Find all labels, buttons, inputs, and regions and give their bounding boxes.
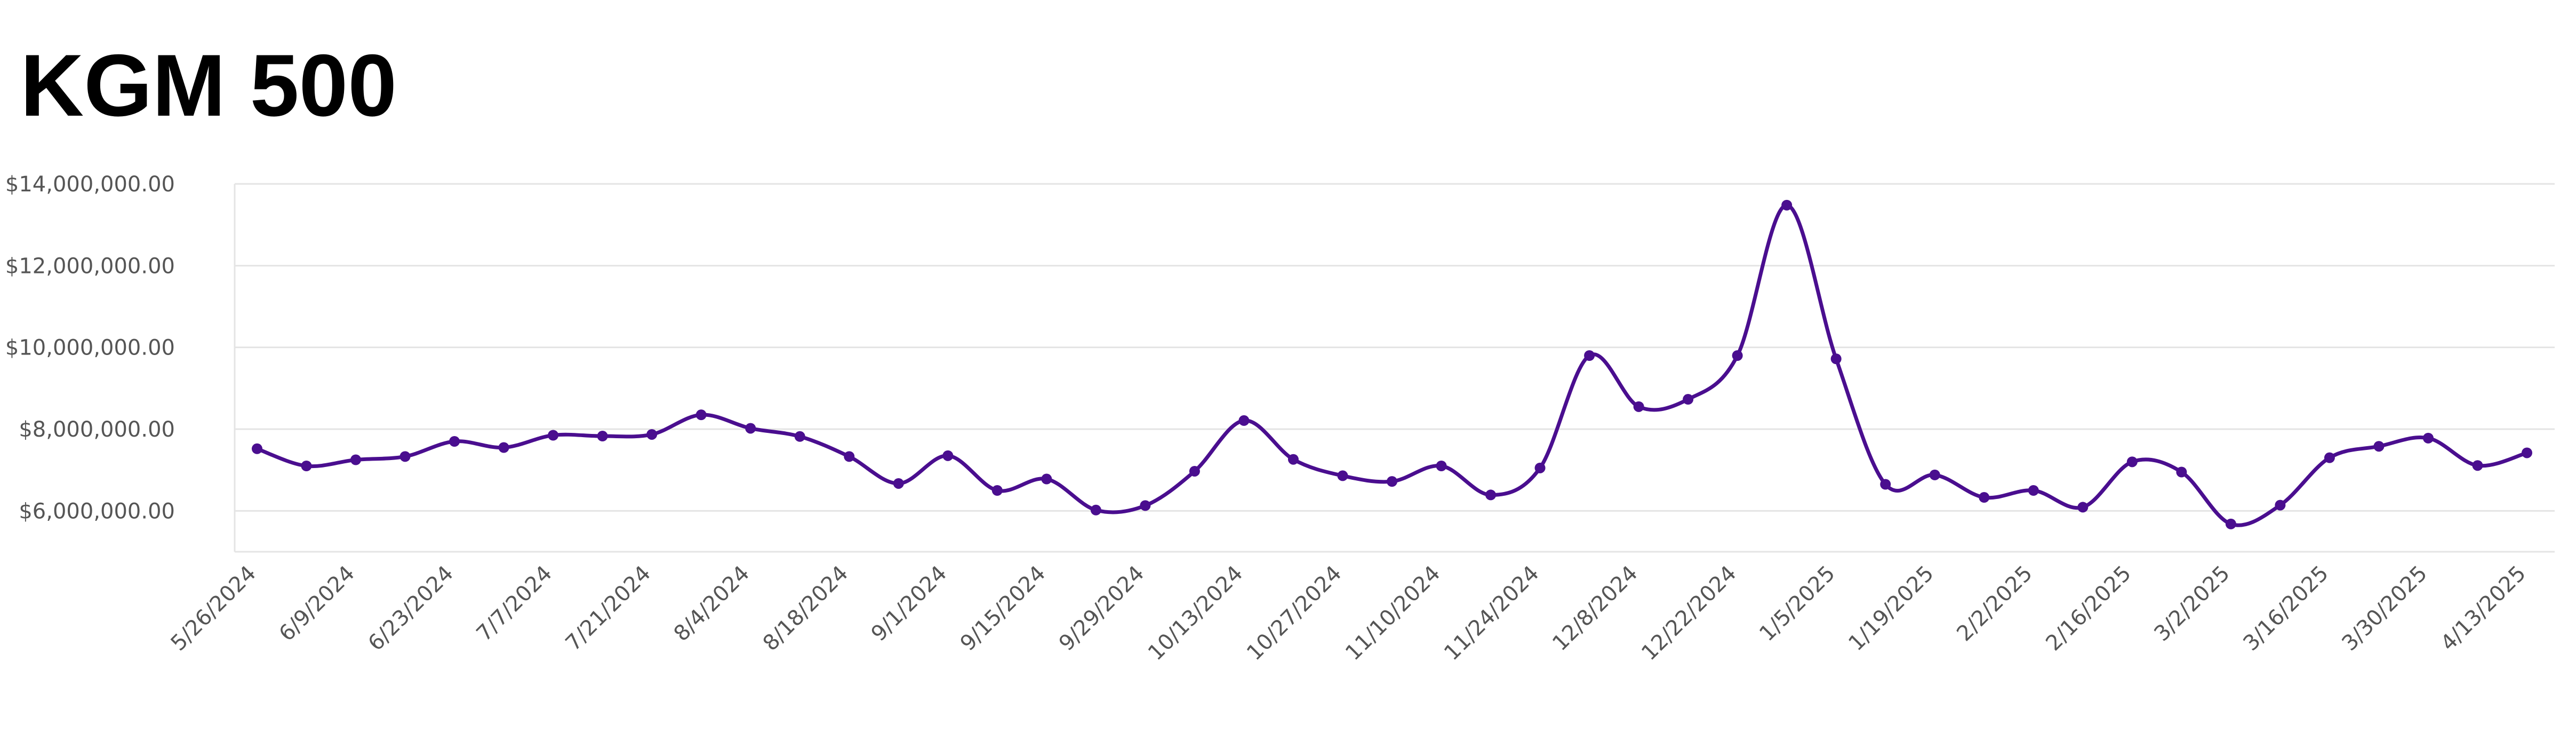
data-point[interactable]: [2275, 500, 2286, 511]
data-point[interactable]: [1880, 479, 1891, 490]
data-point[interactable]: [745, 423, 756, 434]
data-point[interactable]: [1436, 461, 1447, 471]
data-point[interactable]: [2422, 432, 2434, 444]
data-point[interactable]: [1041, 473, 1052, 485]
data-point[interactable]: [548, 430, 559, 441]
data-point[interactable]: [1732, 350, 1743, 361]
data-point[interactable]: [2176, 466, 2187, 478]
x-tick-label: 10/27/2024: [1242, 561, 1347, 666]
x-tick-label: 8/18/2024: [758, 561, 853, 656]
data-point[interactable]: [1090, 504, 1101, 515]
data-point[interactable]: [1584, 350, 1595, 361]
data-point[interactable]: [942, 450, 954, 461]
x-tick-label: 4/13/2025: [2436, 561, 2531, 656]
y-tick-label: $10,000,000.00: [5, 336, 175, 360]
data-point[interactable]: [1189, 465, 1200, 477]
x-tick-label: 8/4/2024: [669, 561, 755, 647]
x-tick-label: 11/10/2024: [1341, 561, 1445, 666]
data-point[interactable]: [498, 442, 509, 453]
data-point[interactable]: [2522, 447, 2532, 458]
data-point[interactable]: [1683, 394, 1694, 405]
data-point[interactable]: [2225, 518, 2236, 529]
data-point[interactable]: [449, 436, 460, 447]
x-tick-label: 2/16/2025: [2041, 561, 2136, 656]
x-tick-label: 11/24/2024: [1439, 561, 1544, 666]
data-point[interactable]: [646, 429, 658, 440]
data-point[interactable]: [1485, 489, 1497, 501]
x-tick-label: 5/26/2024: [166, 561, 261, 656]
data-point[interactable]: [695, 409, 707, 421]
x-tick-label: 9/1/2024: [867, 561, 952, 647]
data-point[interactable]: [1534, 462, 1546, 473]
chart-title: KGM 500: [20, 36, 397, 134]
data-point[interactable]: [1830, 353, 1842, 365]
x-tick-label: 12/22/2024: [1637, 561, 1741, 666]
y-tick-label: $8,000,000.00: [19, 417, 175, 442]
x-tick-label: 6/23/2024: [364, 561, 459, 656]
data-point[interactable]: [350, 454, 362, 465]
data-point[interactable]: [794, 431, 805, 442]
data-point[interactable]: [1238, 415, 1250, 426]
data-point[interactable]: [991, 485, 1003, 496]
data-point[interactable]: [2126, 456, 2138, 468]
x-tick-label: 3/2/2025: [2149, 561, 2235, 647]
data-point[interactable]: [399, 451, 411, 462]
data-point[interactable]: [597, 431, 608, 442]
y-tick-label: $12,000,000.00: [5, 254, 175, 278]
x-tick-label: 12/8/2024: [1548, 561, 1643, 656]
data-point[interactable]: [1140, 500, 1151, 511]
series-points: [252, 199, 2532, 529]
grid-lines: [234, 183, 2555, 553]
x-tick-label: 9/15/2024: [956, 561, 1051, 656]
data-point[interactable]: [2472, 460, 2483, 471]
data-point[interactable]: [1337, 470, 1348, 481]
data-point[interactable]: [252, 443, 262, 454]
data-point[interactable]: [893, 478, 904, 489]
x-tick-label: 3/30/2025: [2337, 561, 2432, 656]
data-point[interactable]: [2028, 485, 2039, 496]
x-tick-label: 9/29/2024: [1054, 561, 1149, 656]
x-tick-label: 1/19/2025: [1844, 561, 1939, 656]
data-point[interactable]: [1781, 199, 1793, 211]
y-axis-ticks: $6,000,000.00 $8,000,000.00 $10,000,000.00…: [5, 172, 175, 523]
x-tick-label: 6/9/2024: [275, 561, 360, 647]
x-tick-label: 7/7/2024: [472, 561, 557, 647]
y-tick-label: $6,000,000.00: [19, 499, 175, 523]
data-point[interactable]: [1979, 492, 1990, 503]
y-tick-label: $14,000,000.00: [5, 172, 175, 197]
x-tick-label: 10/13/2024: [1143, 561, 1248, 666]
data-point[interactable]: [1929, 469, 1940, 480]
data-point[interactable]: [1287, 454, 1299, 465]
data-point[interactable]: [2077, 502, 2089, 513]
data-point[interactable]: [1387, 476, 1397, 487]
data-point[interactable]: [1633, 401, 1644, 412]
x-tick-label: 1/5/2025: [1755, 561, 1840, 647]
data-point[interactable]: [844, 451, 855, 462]
data-point[interactable]: [301, 461, 312, 471]
data-point[interactable]: [2373, 441, 2385, 452]
x-tick-label: 7/21/2024: [561, 561, 656, 656]
x-axis-ticks: 5/26/2024 6/9/2024 6/23/2024 7/7/2024 7/21/2…: [166, 561, 2531, 666]
x-tick-label: 2/2/2025: [1952, 561, 2037, 647]
x-tick-label: 3/16/2025: [2238, 561, 2333, 656]
data-point[interactable]: [2324, 452, 2335, 463]
